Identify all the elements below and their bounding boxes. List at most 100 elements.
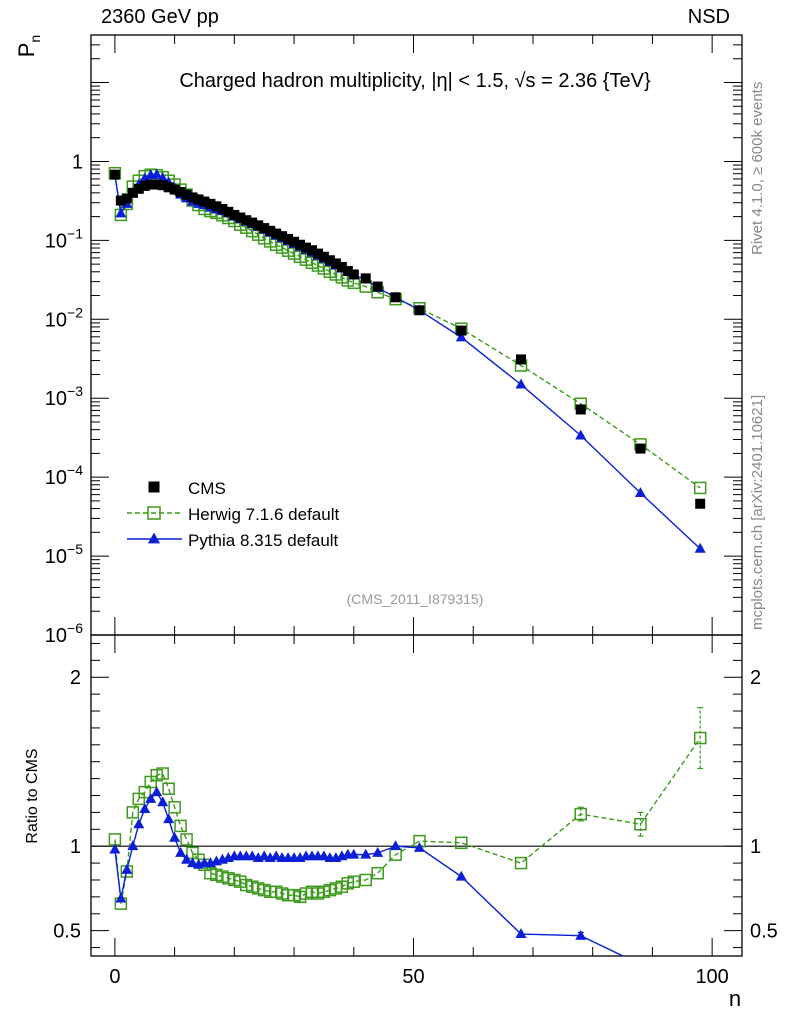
legend-item: CMS (148, 479, 226, 498)
data-point (205, 198, 216, 209)
data-point (371, 866, 384, 880)
ratio-axis-label: Ratio to CMS (24, 748, 41, 843)
data-point (634, 817, 647, 831)
data-point (151, 786, 163, 797)
legend-label: CMS (188, 479, 226, 498)
data-point (157, 796, 169, 807)
data-point (180, 833, 193, 846)
data-point (174, 819, 187, 833)
data-point (271, 228, 282, 239)
data-point (127, 840, 139, 851)
ratio-frame (90, 634, 743, 957)
data-point (635, 959, 646, 969)
ratio-panel-axes: 0.5 0.5 1 1 2 2 0 50 100 Ratio to CMS n (24, 634, 778, 1011)
legend-label: Herwig 7.1.6 default (188, 505, 339, 524)
data-point (693, 731, 707, 745)
data-point (414, 305, 425, 316)
y-tick-label: 10−4 (45, 462, 83, 489)
data-point (181, 189, 192, 200)
legend: CMS Herwig 7.1.6 default Pythia 8.315 defa… (127, 479, 339, 550)
chart-title: Charged hadron multiplicity, |η| < 1.5, … (179, 70, 651, 92)
y-tick-label: 10−6 (45, 620, 83, 647)
data-point (148, 532, 160, 544)
process-label: NSD (687, 6, 730, 28)
data-point (246, 850, 258, 861)
ratio-series-herwig (108, 707, 707, 910)
data-point (575, 404, 586, 415)
data-point (265, 225, 276, 236)
data-point (372, 847, 384, 857)
data-point (336, 261, 347, 272)
main-panel-series (108, 166, 707, 553)
data-point (181, 853, 193, 864)
series-herwig (108, 166, 707, 495)
data-point (359, 873, 372, 887)
source-label: mcplots.cern.ch [arXiv:2401.10621] (749, 394, 766, 630)
data-point (455, 836, 468, 850)
data-point (156, 767, 169, 780)
data-point (390, 840, 402, 851)
data-point (115, 207, 127, 218)
data-point (514, 856, 528, 870)
data-point (348, 848, 360, 859)
data-point (574, 807, 587, 821)
data-point (133, 818, 145, 829)
data-point (121, 863, 133, 874)
data-point (157, 180, 168, 191)
data-point (575, 929, 587, 940)
data-point (199, 196, 210, 207)
data-point (187, 857, 199, 868)
data-point (235, 212, 246, 223)
data-point (455, 331, 467, 342)
data-point (139, 803, 151, 814)
x-tick-label: 50 (402, 966, 424, 988)
data-point (301, 242, 312, 253)
rivet-version-label: Rivet 4.1.0, ≥ 600k events (749, 81, 766, 255)
data-point (694, 542, 706, 553)
data-point (169, 184, 180, 195)
data-point (515, 378, 527, 389)
data-point (211, 201, 222, 212)
data-point (162, 782, 175, 795)
data-point (147, 506, 161, 520)
series-cms (109, 169, 706, 509)
x-tick-label: 100 (695, 966, 728, 988)
data-point (360, 273, 371, 284)
ratio-panel-series (108, 707, 707, 969)
ratio-line (114, 737, 701, 904)
data-point (270, 850, 282, 861)
data-point (223, 206, 234, 217)
data-point (193, 194, 204, 205)
data-point (318, 850, 330, 861)
data-point (175, 847, 187, 857)
data-point (515, 928, 527, 939)
data-point (342, 265, 353, 276)
data-point (312, 248, 323, 259)
data-point (306, 245, 317, 256)
y-axis-label: Pn (14, 35, 43, 57)
data-point (148, 481, 160, 493)
data-point (151, 168, 163, 179)
data-point (145, 792, 157, 803)
data-point (168, 801, 181, 814)
ratio-series-pythia (109, 786, 646, 969)
data-point (695, 498, 706, 509)
legend-label: Pythia 8.315 default (188, 531, 339, 550)
data-point (157, 171, 169, 182)
data-point (109, 843, 121, 854)
data-point (175, 187, 186, 198)
data-point (258, 850, 270, 861)
legend-item: Pythia 8.315 default (127, 531, 339, 550)
data-point (151, 179, 162, 190)
x-axis-label: n (729, 986, 741, 1011)
data-point (289, 236, 300, 247)
data-point (126, 806, 140, 819)
data-point (127, 187, 138, 198)
data-point (456, 325, 467, 336)
data-point (693, 481, 707, 495)
data-point (372, 281, 383, 292)
data-point (360, 848, 372, 859)
data-point (259, 223, 270, 234)
data-point (575, 429, 587, 440)
